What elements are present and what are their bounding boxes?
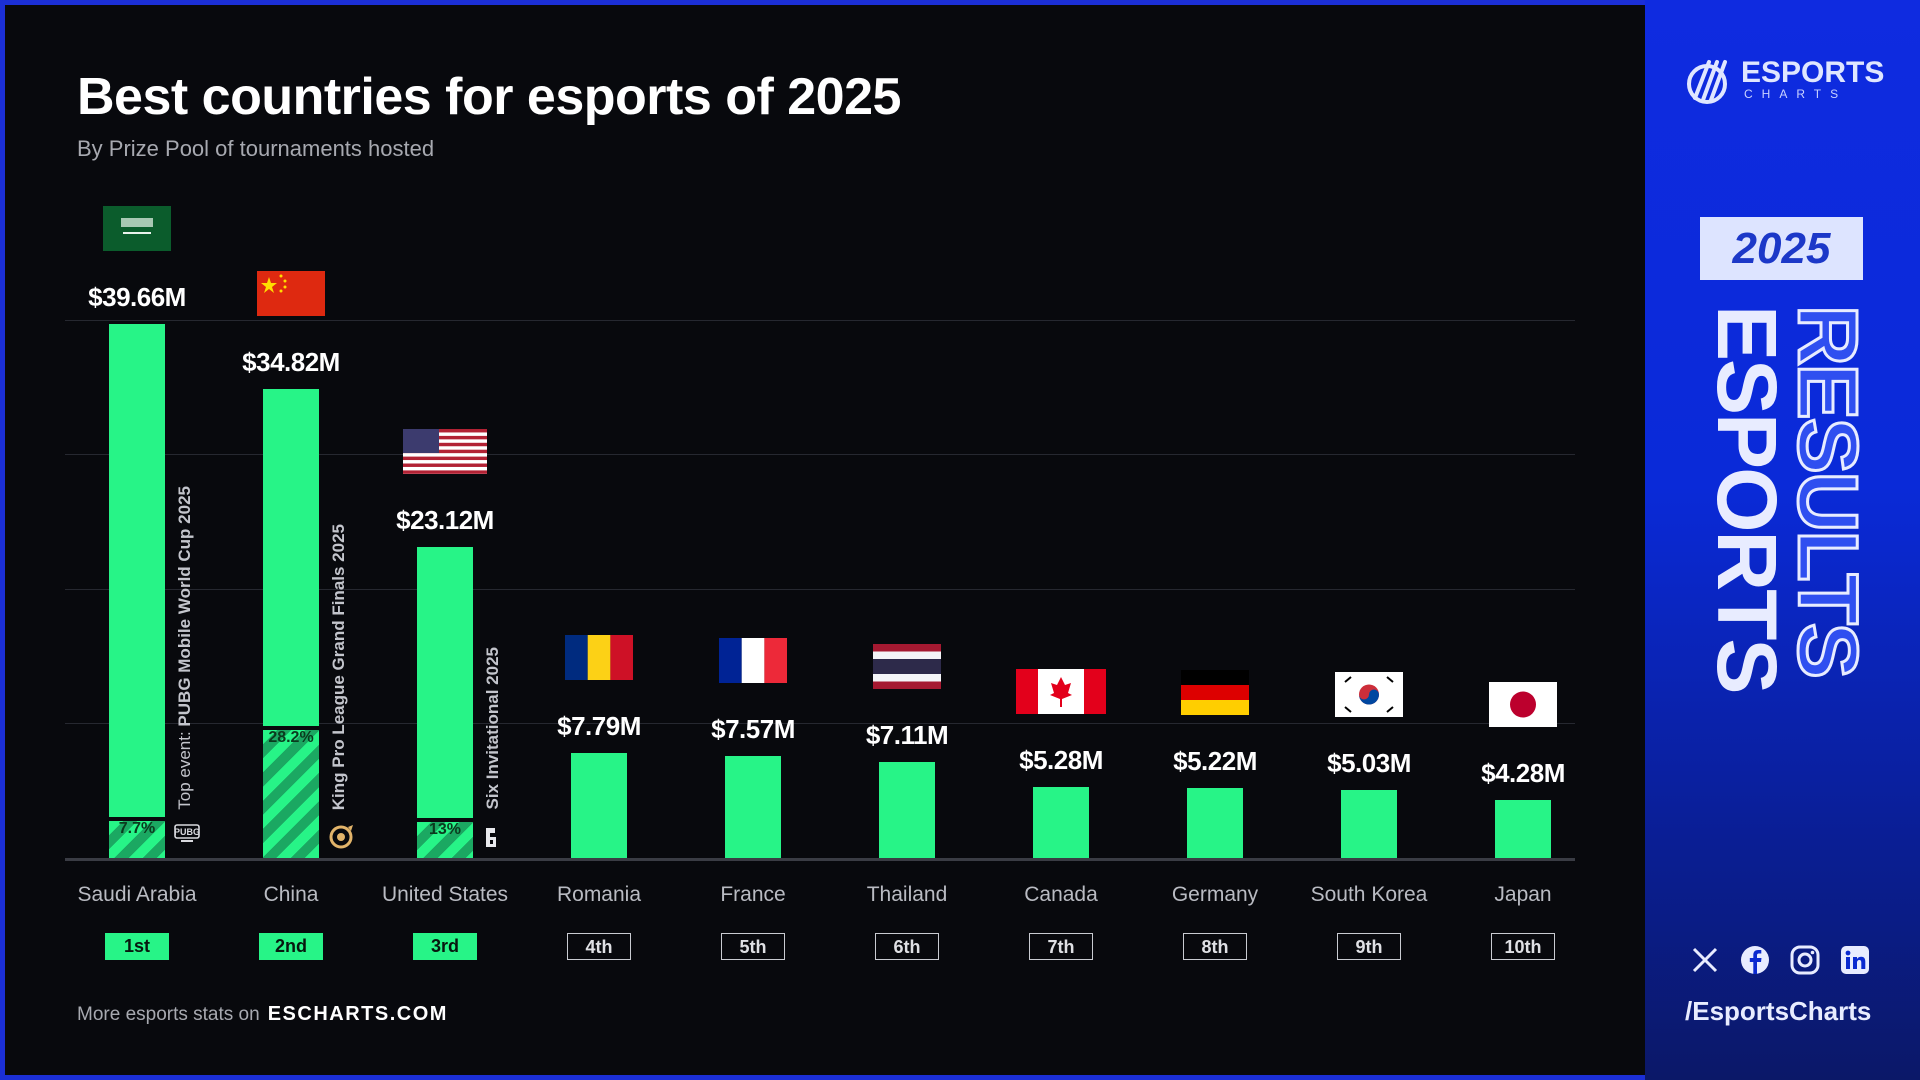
flag-de-icon (1181, 669, 1249, 720)
instagram-icon[interactable] (1787, 942, 1823, 978)
social-handle: /EsportsCharts (1685, 996, 1872, 1026)
country-label: South Korea (1310, 883, 1428, 906)
bar (725, 756, 781, 858)
facebook-icon[interactable] (1737, 942, 1773, 978)
flag-us-icon (403, 428, 487, 479)
country-label: China (263, 883, 319, 906)
flag-cn-icon (257, 271, 325, 321)
flag-kr-icon (1335, 672, 1403, 722)
bar (1033, 786, 1089, 858)
footer-link[interactable]: ESCHARTS.COM (267, 1003, 448, 1025)
bar-top-event-share (109, 816, 165, 858)
bar-top-event-share (417, 817, 473, 858)
rank-badge: 7th (1029, 933, 1093, 960)
top-event-label: Six Invitational 2025 (483, 647, 503, 810)
svg-text:PUBG: PUBG (174, 827, 200, 837)
footer: More esports stats on ESCHARTS.COM (77, 1003, 448, 1026)
bar (1341, 790, 1397, 858)
country-label: Canada (1024, 883, 1098, 906)
vertical-title-esports: ESPORTS (1700, 305, 1794, 693)
top-event-label: Top event: PUBG Mobile World Cup 2025 (175, 486, 195, 810)
brand-panel: ESPORTS CHARTS 2025 ESPORTS RESULTS /Esp… (1645, 0, 1920, 1080)
bar-top-event-share (263, 725, 319, 858)
value-label: $5.22M (1173, 745, 1257, 776)
linkedin-icon[interactable] (1837, 942, 1873, 978)
rank-badge: 2nd (259, 933, 323, 960)
flag-ro-icon (565, 635, 633, 685)
logo-word: ESPORTS (1741, 56, 1885, 89)
rank-badge: 1st (105, 933, 169, 960)
chart-title: Best countries for esports of 2025 (77, 68, 901, 126)
bar (109, 324, 165, 858)
bar (1187, 787, 1243, 858)
flag-jp-icon (1489, 682, 1557, 732)
value-label: $39.66M (88, 282, 186, 313)
rank-badge: 6th (875, 933, 939, 960)
top-event-share-label: 28.2% (268, 728, 314, 746)
value-label: $5.03M (1327, 748, 1411, 779)
pubg-mobile-icon: PUBG (174, 824, 200, 849)
top-event-name: Six Invitational 2025 (483, 647, 502, 810)
value-label: $23.12M (396, 504, 494, 535)
value-label: $34.82M (242, 347, 340, 378)
chart-subtitle: By Prize Pool of tournaments hosted (77, 136, 435, 161)
top-event-share-label: 13% (428, 820, 462, 838)
bar (571, 753, 627, 858)
bar (1495, 800, 1551, 858)
top-event-label: King Pro League Grand Finals 2025 (329, 524, 349, 810)
rainbow-six-icon (482, 824, 500, 855)
flag-fr-icon (719, 638, 787, 688)
country-label: France (720, 883, 786, 906)
rank-badge: 3rd (413, 933, 477, 960)
esports-charts-logo: ESPORTS CHARTS (1685, 56, 1884, 104)
value-label: $5.28M (1019, 744, 1103, 775)
value-label: $4.28M (1481, 758, 1565, 789)
year-badge: 2025 (1700, 217, 1863, 280)
top-event-name: King Pro League Grand Finals 2025 (329, 523, 348, 810)
gridline (65, 319, 1575, 321)
rank-badge: 10th (1491, 933, 1555, 960)
country-label: Thailand (866, 883, 948, 906)
flag-sa-icon (103, 206, 171, 256)
value-label: $7.79M (557, 711, 641, 742)
bar (417, 546, 473, 858)
honor-of-kings-icon (328, 824, 354, 855)
country-label: Saudi Arabia (77, 883, 197, 906)
gridline (65, 454, 1575, 456)
logo-sub: CHARTS (1744, 87, 1848, 101)
flag-th-icon (873, 644, 941, 694)
value-label: $7.57M (711, 714, 795, 745)
logo-mark-icon (1687, 60, 1727, 104)
footer-text: More esports stats on (77, 1004, 260, 1025)
rank-badge: 4th (567, 933, 631, 960)
gridline (65, 588, 1575, 590)
country-label: Germany (1171, 883, 1259, 906)
top-event-share-label: 7.7% (118, 819, 156, 837)
rank-badge: 8th (1183, 933, 1247, 960)
country-label: United States (381, 883, 509, 906)
top-event-prefix: Top event: (175, 726, 194, 810)
country-label: Japan (1494, 883, 1552, 906)
value-label: $7.11M (865, 720, 949, 751)
rank-badge: 5th (721, 933, 785, 960)
x-axis-line (65, 858, 1575, 861)
gridline (65, 723, 1575, 725)
social-links (1687, 942, 1873, 978)
bar (879, 762, 935, 858)
flag-ca-icon (1016, 668, 1106, 719)
country-label: Romania (556, 883, 642, 906)
rank-badge: 9th (1337, 933, 1401, 960)
vertical-title-results: RESULTS (1780, 304, 1877, 679)
top-event-name: PUBG Mobile World Cup 2025 (175, 486, 194, 727)
x-icon[interactable] (1687, 942, 1723, 978)
